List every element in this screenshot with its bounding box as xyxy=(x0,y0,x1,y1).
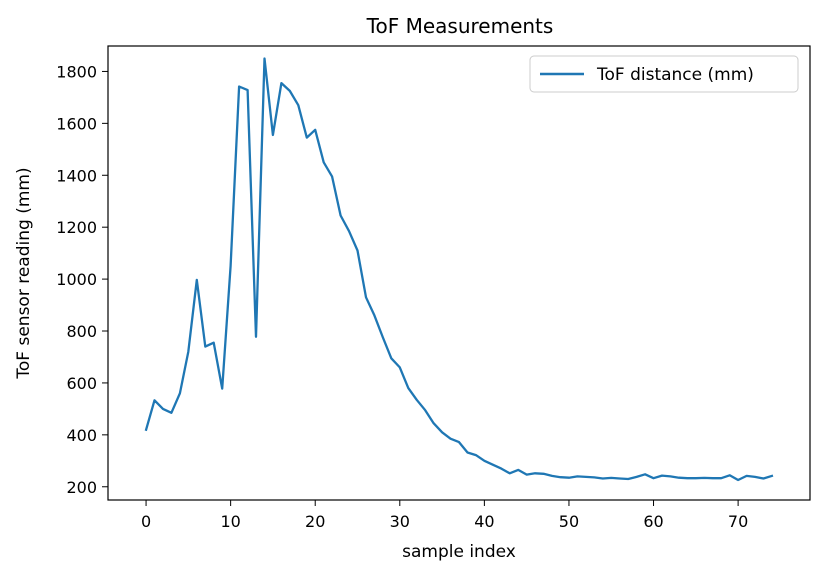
legend-box xyxy=(529,55,799,93)
y-tick-label: 1400 xyxy=(56,166,97,185)
legend: ToF distance (mm) xyxy=(529,55,799,93)
y-tick-label: 800 xyxy=(66,322,97,341)
y-tick-label: 200 xyxy=(66,478,97,497)
x-tick-label: 0 xyxy=(141,512,151,531)
x-tick-label: 40 xyxy=(474,512,494,531)
plot-frame xyxy=(107,45,811,501)
y-tick-label: 1600 xyxy=(56,114,97,133)
x-tick-label: 20 xyxy=(305,512,325,531)
x-tick-label: 50 xyxy=(559,512,579,531)
x-tick-label: 60 xyxy=(643,512,663,531)
y-tick-label: 1000 xyxy=(56,270,97,289)
x-axis-label: sample index xyxy=(402,542,516,562)
chart-title: ToF Measurements xyxy=(366,14,554,38)
y-tick-label: 1800 xyxy=(56,62,97,81)
series-line xyxy=(144,57,774,482)
y-axis-label: ToF sensor reading (mm) xyxy=(14,167,34,379)
legend-label: ToF distance (mm) xyxy=(596,65,754,85)
y-tick-label: 600 xyxy=(66,374,97,393)
plot-area xyxy=(108,46,810,500)
y-axis: 200 400 600 800 1000 1200 1400 1600 1800 xyxy=(56,62,108,497)
x-axis: 0 10 20 30 40 50 60 70 xyxy=(141,500,748,531)
x-tick-label: 10 xyxy=(220,512,240,531)
x-tick-label: 70 xyxy=(728,512,748,531)
series-layer xyxy=(144,57,774,482)
x-tick-label: 30 xyxy=(390,512,410,531)
y-tick-label: 1200 xyxy=(56,218,97,237)
y-tick-label: 400 xyxy=(66,426,97,445)
